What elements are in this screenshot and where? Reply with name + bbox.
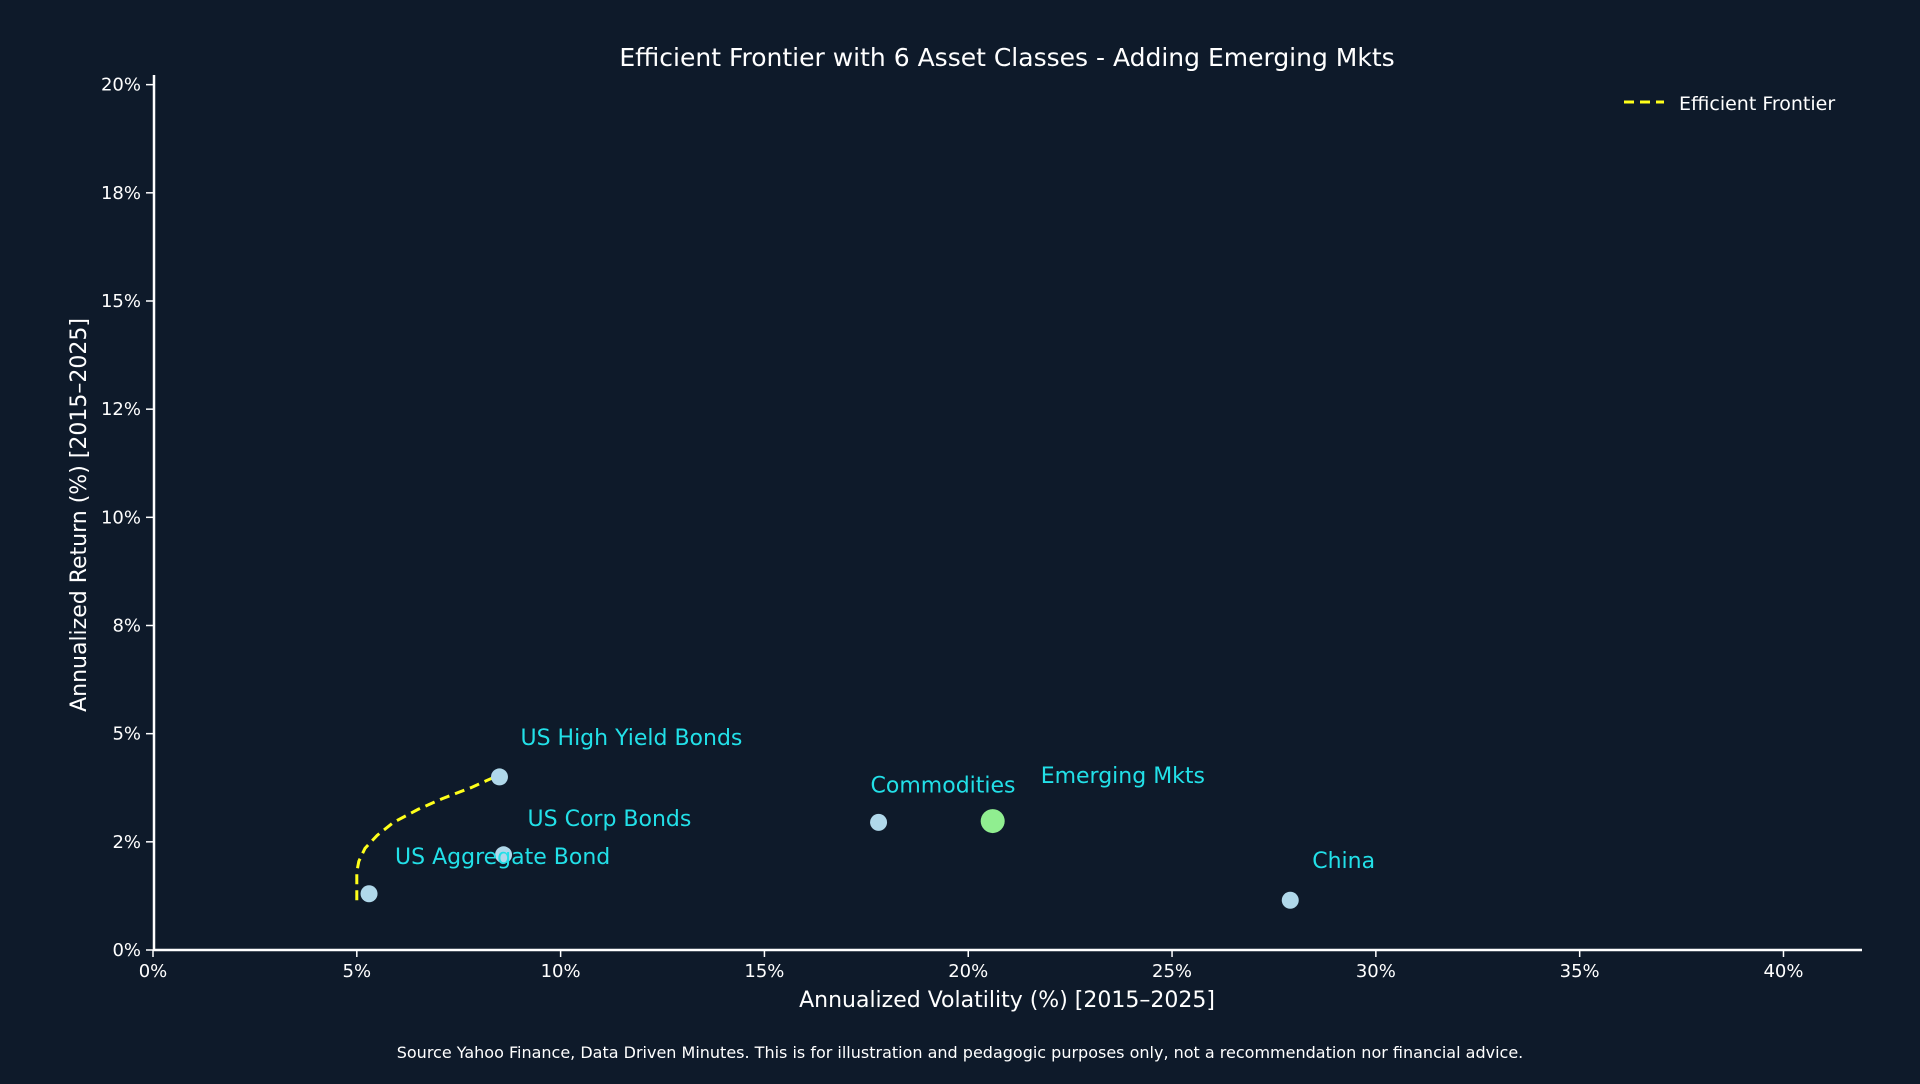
- asset-label-emerging-mkts: Emerging Mkts: [1041, 764, 1205, 789]
- x-ticks: 0% 5% 10% 15% 20% 25% 30% 35% 40%: [139, 950, 1803, 982]
- y-tick-label: 20%: [101, 75, 141, 96]
- x-tick-label: 0%: [139, 961, 168, 982]
- y-tick-label: 5%: [112, 724, 141, 745]
- asset-labels: US Aggregate Bond US Corp Bonds US High Yi…: [395, 726, 1375, 874]
- y-axis-label: Annualized Return (%) [2015–2025]: [67, 318, 92, 712]
- y-tick-label: 8%: [112, 615, 141, 636]
- asset-point-china: [1281, 891, 1299, 909]
- x-tick-label: 10%: [541, 961, 581, 982]
- footnote: Source Yahoo Finance, Data Driven Minute…: [397, 1043, 1524, 1062]
- y-tick-label: 18%: [101, 183, 141, 204]
- y-tick-label: 15%: [101, 291, 141, 312]
- y-tick-label: 0%: [112, 940, 141, 961]
- asset-points: [360, 768, 1299, 909]
- x-tick-label: 35%: [1560, 961, 1600, 982]
- x-tick-label: 40%: [1763, 961, 1803, 982]
- asset-label-commodities: Commodities: [871, 773, 1016, 798]
- x-tick-label: 25%: [1152, 961, 1192, 982]
- asset-label-china: China: [1312, 849, 1375, 874]
- asset-label-us-high-yield-bonds: US High Yield Bonds: [520, 726, 742, 751]
- asset-label-us-corp-bonds: US Corp Bonds: [528, 807, 692, 832]
- x-tick-label: 30%: [1356, 961, 1396, 982]
- asset-label-us-aggregate-bond: US Aggregate Bond: [395, 845, 610, 870]
- y-tick-label: 2%: [112, 832, 141, 853]
- asset-point-us-corp-bonds: [495, 846, 513, 864]
- asset-point-commodities: [870, 813, 888, 831]
- x-tick-label: 5%: [343, 961, 372, 982]
- y-tick-label: 10%: [101, 507, 141, 528]
- x-tick-label: 15%: [744, 961, 784, 982]
- y-tick-label: 12%: [101, 399, 141, 420]
- legend-frontier-label: Efficient Frontier: [1679, 93, 1835, 115]
- asset-point-emerging-mkts: [980, 809, 1005, 834]
- legend: Efficient Frontier: [1624, 93, 1835, 115]
- asset-point-us-high-yield-bonds: [490, 768, 508, 786]
- y-ticks: 0% 2% 5% 8% 10% 12% 15% 18% 20%: [101, 75, 153, 961]
- asset-point-us-aggregate-bond: [360, 885, 378, 903]
- chart-title: Efficient Frontier with 6 Asset Classes …: [619, 43, 1394, 72]
- x-tick-label: 20%: [948, 961, 988, 982]
- x-axis-label: Annualized Volatility (%) [2015–2025]: [799, 988, 1215, 1013]
- efficient-frontier-line: [355, 773, 501, 901]
